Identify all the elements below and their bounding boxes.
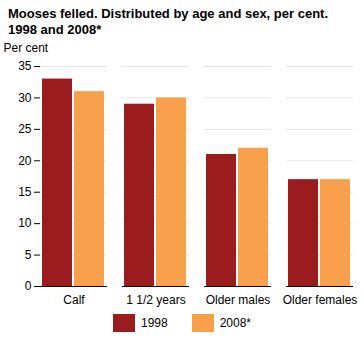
- svg-text:20: 20: [18, 154, 32, 168]
- html-text:2008*: 2008*: [219, 316, 251, 330]
- svg-text:15: 15: [18, 185, 32, 199]
- svg-text:Calf: Calf: [63, 293, 85, 307]
- html-text:1998: 1998: [141, 316, 168, 330]
- html-text:Mooses felled. Distributed by: Mooses felled. Distributed by age and se…: [8, 6, 328, 37]
- svg-text:Per cent: Per cent: [4, 41, 49, 55]
- svg-text:Older males: Older males: [206, 293, 271, 307]
- svg-text:10: 10: [18, 216, 32, 230]
- svg-text:30: 30: [18, 91, 32, 105]
- svg-text:35: 35: [18, 59, 32, 73]
- svg-text:Older females: Older females: [283, 293, 358, 307]
- svg-text:5: 5: [25, 248, 32, 262]
- svg-text:1 1/2 years: 1 1/2 years: [126, 293, 185, 307]
- svg-text:25: 25: [18, 122, 32, 136]
- svg-text:0: 0: [25, 279, 32, 293]
